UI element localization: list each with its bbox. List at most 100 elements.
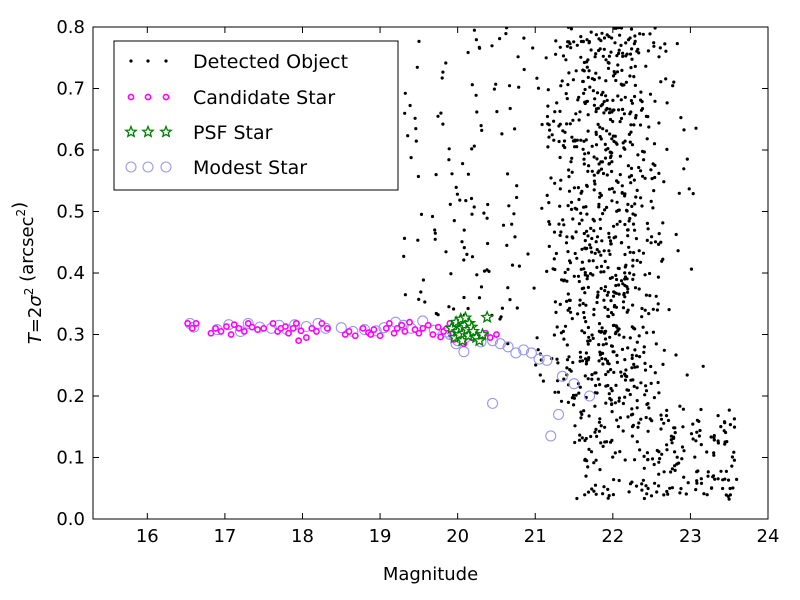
detected-object-point: [664, 414, 669, 418]
candidate-star-point: [302, 334, 310, 341]
x-tick-label: 23: [679, 526, 702, 547]
detected-object-point: [618, 173, 622, 177]
detected-object-point: [403, 111, 407, 115]
detected-object-point: [595, 434, 599, 438]
detected-object-point: [630, 480, 634, 484]
candidate-star-point: [285, 329, 292, 337]
detected-object-point: [643, 273, 647, 277]
detected-object-point: [663, 42, 667, 46]
detected-object-point: [732, 450, 736, 454]
detected-object-point: [605, 293, 609, 297]
detected-object-point: [653, 371, 657, 375]
detected-object-point: [584, 474, 588, 478]
detected-object-point: [613, 291, 617, 295]
detected-object-point: [628, 140, 632, 144]
detected-object-point: [566, 267, 570, 271]
detected-object-point: [657, 121, 661, 125]
detected-object-point: [635, 365, 639, 369]
detected-object-point: [633, 228, 637, 232]
detected-object-point: [646, 49, 651, 53]
detected-object-point: [423, 300, 427, 304]
detected-object-point: [651, 206, 655, 210]
candidate-star-point: [390, 329, 398, 337]
detected-object-point: [727, 408, 731, 412]
detected-object-point: [659, 413, 663, 417]
detected-object-point: [565, 358, 570, 362]
detected-object-point: [599, 270, 603, 274]
detected-object-point: [617, 292, 621, 296]
detected-object-point: [665, 101, 669, 105]
detected-object-point: [660, 259, 664, 263]
detected-object-point: [573, 440, 577, 445]
candidate-star-point: [235, 324, 243, 332]
y-axis-label-part: (arcsec: [17, 217, 38, 288]
detected-object-point: [579, 416, 583, 420]
detected-object-point: [671, 84, 675, 88]
detected-object-point: [466, 172, 470, 176]
detected-object-point: [632, 75, 636, 79]
detected-object-point: [724, 430, 728, 435]
detected-object-point: [609, 386, 613, 391]
detected-object-point: [607, 162, 611, 166]
detected-object-point: [562, 139, 567, 143]
detected-object-point: [416, 238, 420, 242]
detected-object-point: [622, 146, 626, 150]
modest-star-point: [458, 346, 470, 358]
detected-object-point: [633, 83, 638, 87]
detected-object-point: [567, 175, 571, 179]
detected-object-point: [598, 125, 602, 129]
detected-object-point: [580, 260, 585, 264]
detected-object-point: [582, 316, 587, 320]
detected-object-point: [462, 295, 466, 300]
detected-object-point: [599, 160, 603, 164]
detected-object-point: [441, 122, 445, 126]
detected-object-point: [601, 54, 605, 58]
detected-object-point: [582, 267, 586, 271]
detected-object-point: [582, 409, 586, 413]
detected-object-point: [584, 351, 589, 355]
detected-object-point: [629, 166, 634, 170]
detected-object-point: [645, 238, 649, 242]
detected-object-point: [582, 231, 586, 236]
candidate-star-point: [424, 321, 432, 329]
candidate-star-point: [493, 331, 500, 338]
candidate-star-point: [313, 328, 320, 335]
detected-object-point: [598, 353, 603, 357]
detected-object-point: [604, 58, 608, 62]
y-tick-label: 0.1: [56, 448, 85, 469]
detected-object-point: [601, 90, 605, 94]
detected-object-point: [620, 191, 624, 195]
detected-object-point: [513, 127, 517, 131]
detected-object-point: [642, 345, 646, 349]
detected-object-point: [479, 124, 483, 128]
detected-object-point: [596, 290, 600, 294]
detected-object-point: [613, 401, 618, 405]
detected-object-point: [616, 208, 620, 212]
detected-object-point: [546, 145, 550, 149]
detected-object-point: [436, 313, 440, 317]
detected-object-point: [665, 443, 669, 447]
detected-object-point: [566, 204, 570, 208]
detected-object-point: [657, 391, 661, 395]
detected-object-point: [578, 303, 582, 307]
detected-object-point: [433, 228, 437, 232]
detected-object-point: [566, 400, 571, 404]
detected-object-point: [461, 162, 465, 166]
detected-object-point: [705, 450, 709, 454]
candidate-star-point: [192, 320, 200, 327]
detected-object-point: [628, 392, 632, 397]
detected-object-point: [402, 236, 407, 240]
detected-object-point: [572, 40, 576, 44]
detected-object-point: [498, 317, 502, 321]
modest-star-point: [568, 378, 580, 390]
detected-object-point: [562, 337, 566, 341]
detected-object-point: [406, 134, 410, 138]
detected-object-point: [674, 232, 678, 237]
detected-object-point: [617, 478, 621, 483]
detected-object-point: [638, 448, 642, 452]
detected-object-point: [588, 339, 592, 343]
detected-object-point: [650, 457, 655, 461]
detected-object-point: [604, 401, 608, 405]
detected-object-point: [608, 132, 612, 136]
detected-object-point: [587, 259, 591, 263]
